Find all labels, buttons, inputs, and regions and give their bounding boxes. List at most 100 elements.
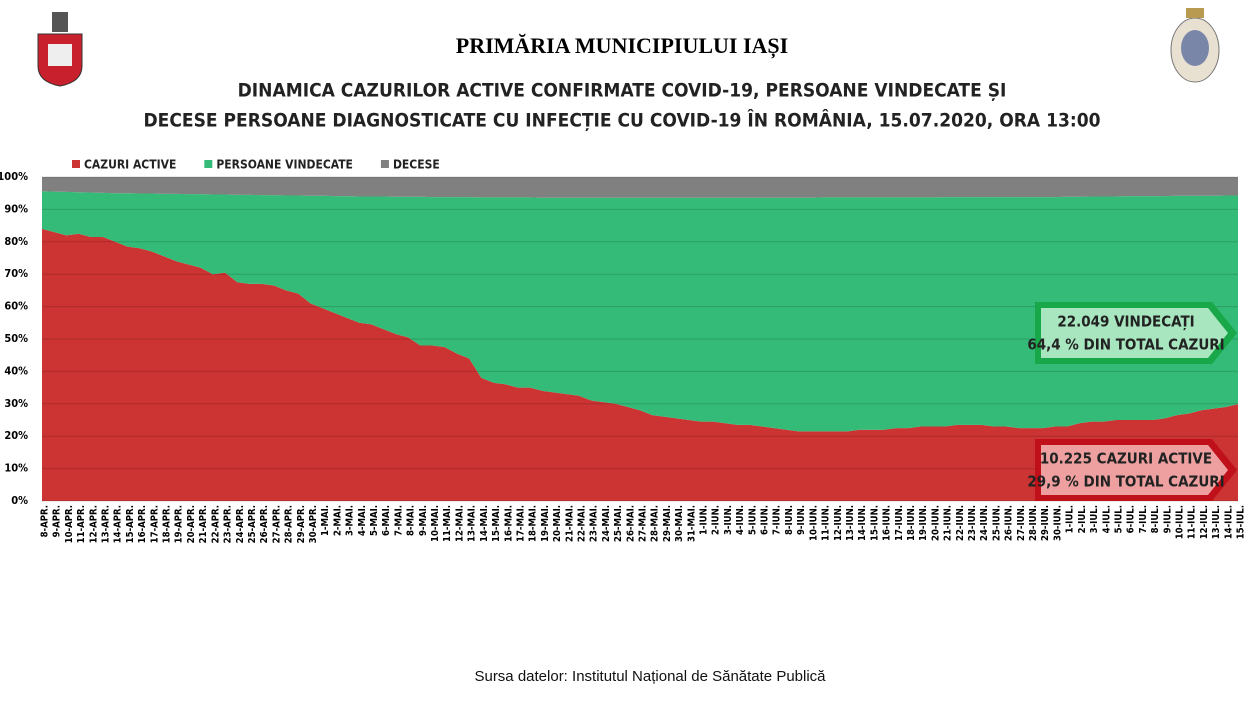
x-tick-label: 31-MAI.	[686, 505, 697, 542]
x-tick-label: 29-IUN.	[1040, 505, 1051, 541]
x-tick-label: 11-MAI.	[442, 505, 453, 542]
x-tick-label: 3-MAI.	[345, 505, 356, 536]
x-tick-label: 4-MAI.	[357, 505, 368, 536]
x-tick-label: 27-APR.	[271, 505, 282, 543]
y-tick-label: 70%	[4, 267, 28, 280]
x-tick-label: 22-APR.	[210, 505, 221, 543]
x-tick-label: 19-MAI.	[540, 505, 551, 542]
x-tick-label: 15-IUL.	[1236, 505, 1244, 539]
x-tick-label: 10-APR.	[64, 505, 75, 543]
x-tick-label: 2-MAI.	[332, 505, 343, 536]
legend-swatch	[204, 160, 212, 168]
x-tick-label: 24-IUN.	[979, 505, 990, 541]
legend-swatch	[381, 160, 389, 168]
x-tick-label: 8-APR.	[40, 505, 51, 537]
x-tick-label: 13-MAI.	[467, 505, 478, 542]
x-tick-label: 30-MAI.	[674, 505, 685, 542]
x-tick-label: 8-MAI.	[406, 505, 417, 536]
y-tick-label: 60%	[4, 300, 28, 313]
x-tick-label: 7-IUL.	[1138, 505, 1149, 533]
y-tick-label: 80%	[4, 235, 28, 248]
x-tick-label: 9-APR.	[52, 505, 63, 537]
x-tick-label: 17-MAI.	[515, 505, 526, 542]
callout-line: 64,4 % DIN TOTAL CAZURI	[1027, 336, 1224, 354]
x-tick-label: 5-IUL.	[1113, 505, 1124, 533]
x-tick-label: 18-APR.	[162, 505, 173, 543]
x-tick-label: 16-IUN.	[882, 505, 893, 541]
x-tick-label: 12-IUL.	[1199, 505, 1210, 539]
x-tick-label: 24-APR.	[235, 505, 246, 543]
x-tick-label: 15-APR.	[125, 505, 136, 543]
x-tick-label: 21-IUN.	[943, 505, 954, 541]
x-tick-label: 28-MAI.	[650, 505, 661, 542]
x-tick-label: 10-IUN.	[808, 505, 819, 541]
x-tick-label: 20-MAI.	[552, 505, 563, 542]
x-tick-label: 23-IUN.	[967, 505, 978, 541]
x-tick-label: 1-IUN.	[699, 505, 710, 535]
x-tick-label: 15-MAI.	[491, 505, 502, 542]
chart-subtitle: DECESE PERSOANE DIAGNOSTICATE CU INFECȚI…	[143, 109, 1100, 132]
x-tick-label: 12-IUN.	[833, 505, 844, 541]
x-tick-label: 2-IUL.	[1077, 505, 1088, 533]
x-tick-label: 27-MAI.	[638, 505, 649, 542]
x-tick-label: 28-IUN.	[1028, 505, 1039, 541]
x-tick-label: 14-MAI.	[479, 505, 490, 542]
x-tick-label: 26-APR.	[259, 505, 270, 543]
x-tick-label: 19-IUN.	[918, 505, 929, 541]
x-tick-label: 11-IUL.	[1187, 505, 1198, 539]
x-tick-label: 29-MAI.	[662, 505, 673, 542]
x-tick-label: 4-IUL.	[1101, 505, 1112, 533]
x-tick-label: 14-IUN.	[857, 505, 868, 541]
x-tick-label: 16-APR.	[137, 505, 148, 543]
y-tick-label: 100%	[0, 170, 28, 183]
plot: 0%10%20%30%40%50%60%70%80%90%100%8-APR.9…	[0, 158, 1244, 544]
x-tick-label: 27-IUN.	[1016, 505, 1027, 541]
x-tick-label: 29-APR.	[296, 505, 307, 543]
x-tick-label: 14-IUL.	[1223, 505, 1234, 539]
x-tick-label: 8-IUN.	[784, 505, 795, 535]
legend-label: PERSOANE VINDECATE	[216, 158, 353, 172]
logo-right	[1171, 8, 1219, 82]
x-tick-label: 10-MAI.	[430, 505, 441, 542]
x-tick-label: 14-APR.	[113, 505, 124, 543]
x-tick-label: 12-APR.	[88, 505, 99, 543]
x-tick-label: 6-IUL.	[1126, 505, 1137, 533]
x-tick-label: 30-APR.	[308, 505, 319, 543]
logo-left	[38, 12, 82, 86]
x-tick-label: 28-APR.	[284, 505, 295, 543]
x-tick-label: 10-IUL.	[1174, 505, 1185, 539]
x-tick-label: 6-IUN.	[760, 505, 771, 535]
x-tick-label: 21-MAI.	[564, 505, 575, 542]
x-tick-label: 13-IUL.	[1211, 505, 1222, 539]
legend-label: CAZURI ACTIVE	[84, 158, 176, 172]
x-tick-label: 11-IUN.	[821, 505, 832, 541]
x-tick-label: 9-MAI.	[418, 505, 429, 536]
y-tick-label: 20%	[4, 429, 28, 442]
y-tick-label: 90%	[4, 202, 28, 215]
x-tick-label: 25-MAI.	[613, 505, 624, 542]
x-tick-label: 17-IUN.	[894, 505, 905, 541]
x-tick-label: 1-IUL.	[1065, 505, 1076, 533]
x-tick-label: 8-IUL.	[1150, 505, 1161, 533]
x-tick-label: 11-APR.	[76, 505, 87, 543]
callout-line: 29,9 % DIN TOTAL CAZURI	[1027, 473, 1224, 491]
x-tick-label: 5-MAI.	[369, 505, 380, 536]
institution: PRIMĂRIA MUNICIPIULUI IAȘI	[456, 33, 788, 59]
x-tick-label: 3-IUL.	[1089, 505, 1100, 533]
callout-line: 10.225 CAZURI ACTIVE	[1040, 450, 1212, 468]
x-tick-label: 5-IUN.	[747, 505, 758, 535]
x-tick-label: 13-IUN.	[845, 505, 856, 541]
x-tick-label: 9-IUN.	[796, 505, 807, 535]
x-tick-label: 23-MAI.	[589, 505, 600, 542]
x-tick-label: 17-APR.	[149, 505, 160, 543]
chart-title: DINAMICA CAZURILOR ACTIVE CONFIRMATE COV…	[238, 80, 1007, 102]
y-tick-label: 40%	[4, 364, 28, 377]
y-tick-label: 50%	[4, 332, 28, 345]
x-tick-label: 9-IUL.	[1162, 505, 1173, 533]
x-tick-label: 26-MAI.	[625, 505, 636, 542]
x-tick-label: 20-IUN.	[930, 505, 941, 541]
x-tick-label: 6-MAI.	[381, 505, 392, 536]
y-tick-label: 0%	[11, 494, 28, 507]
x-tick-label: 15-IUN.	[869, 505, 880, 541]
